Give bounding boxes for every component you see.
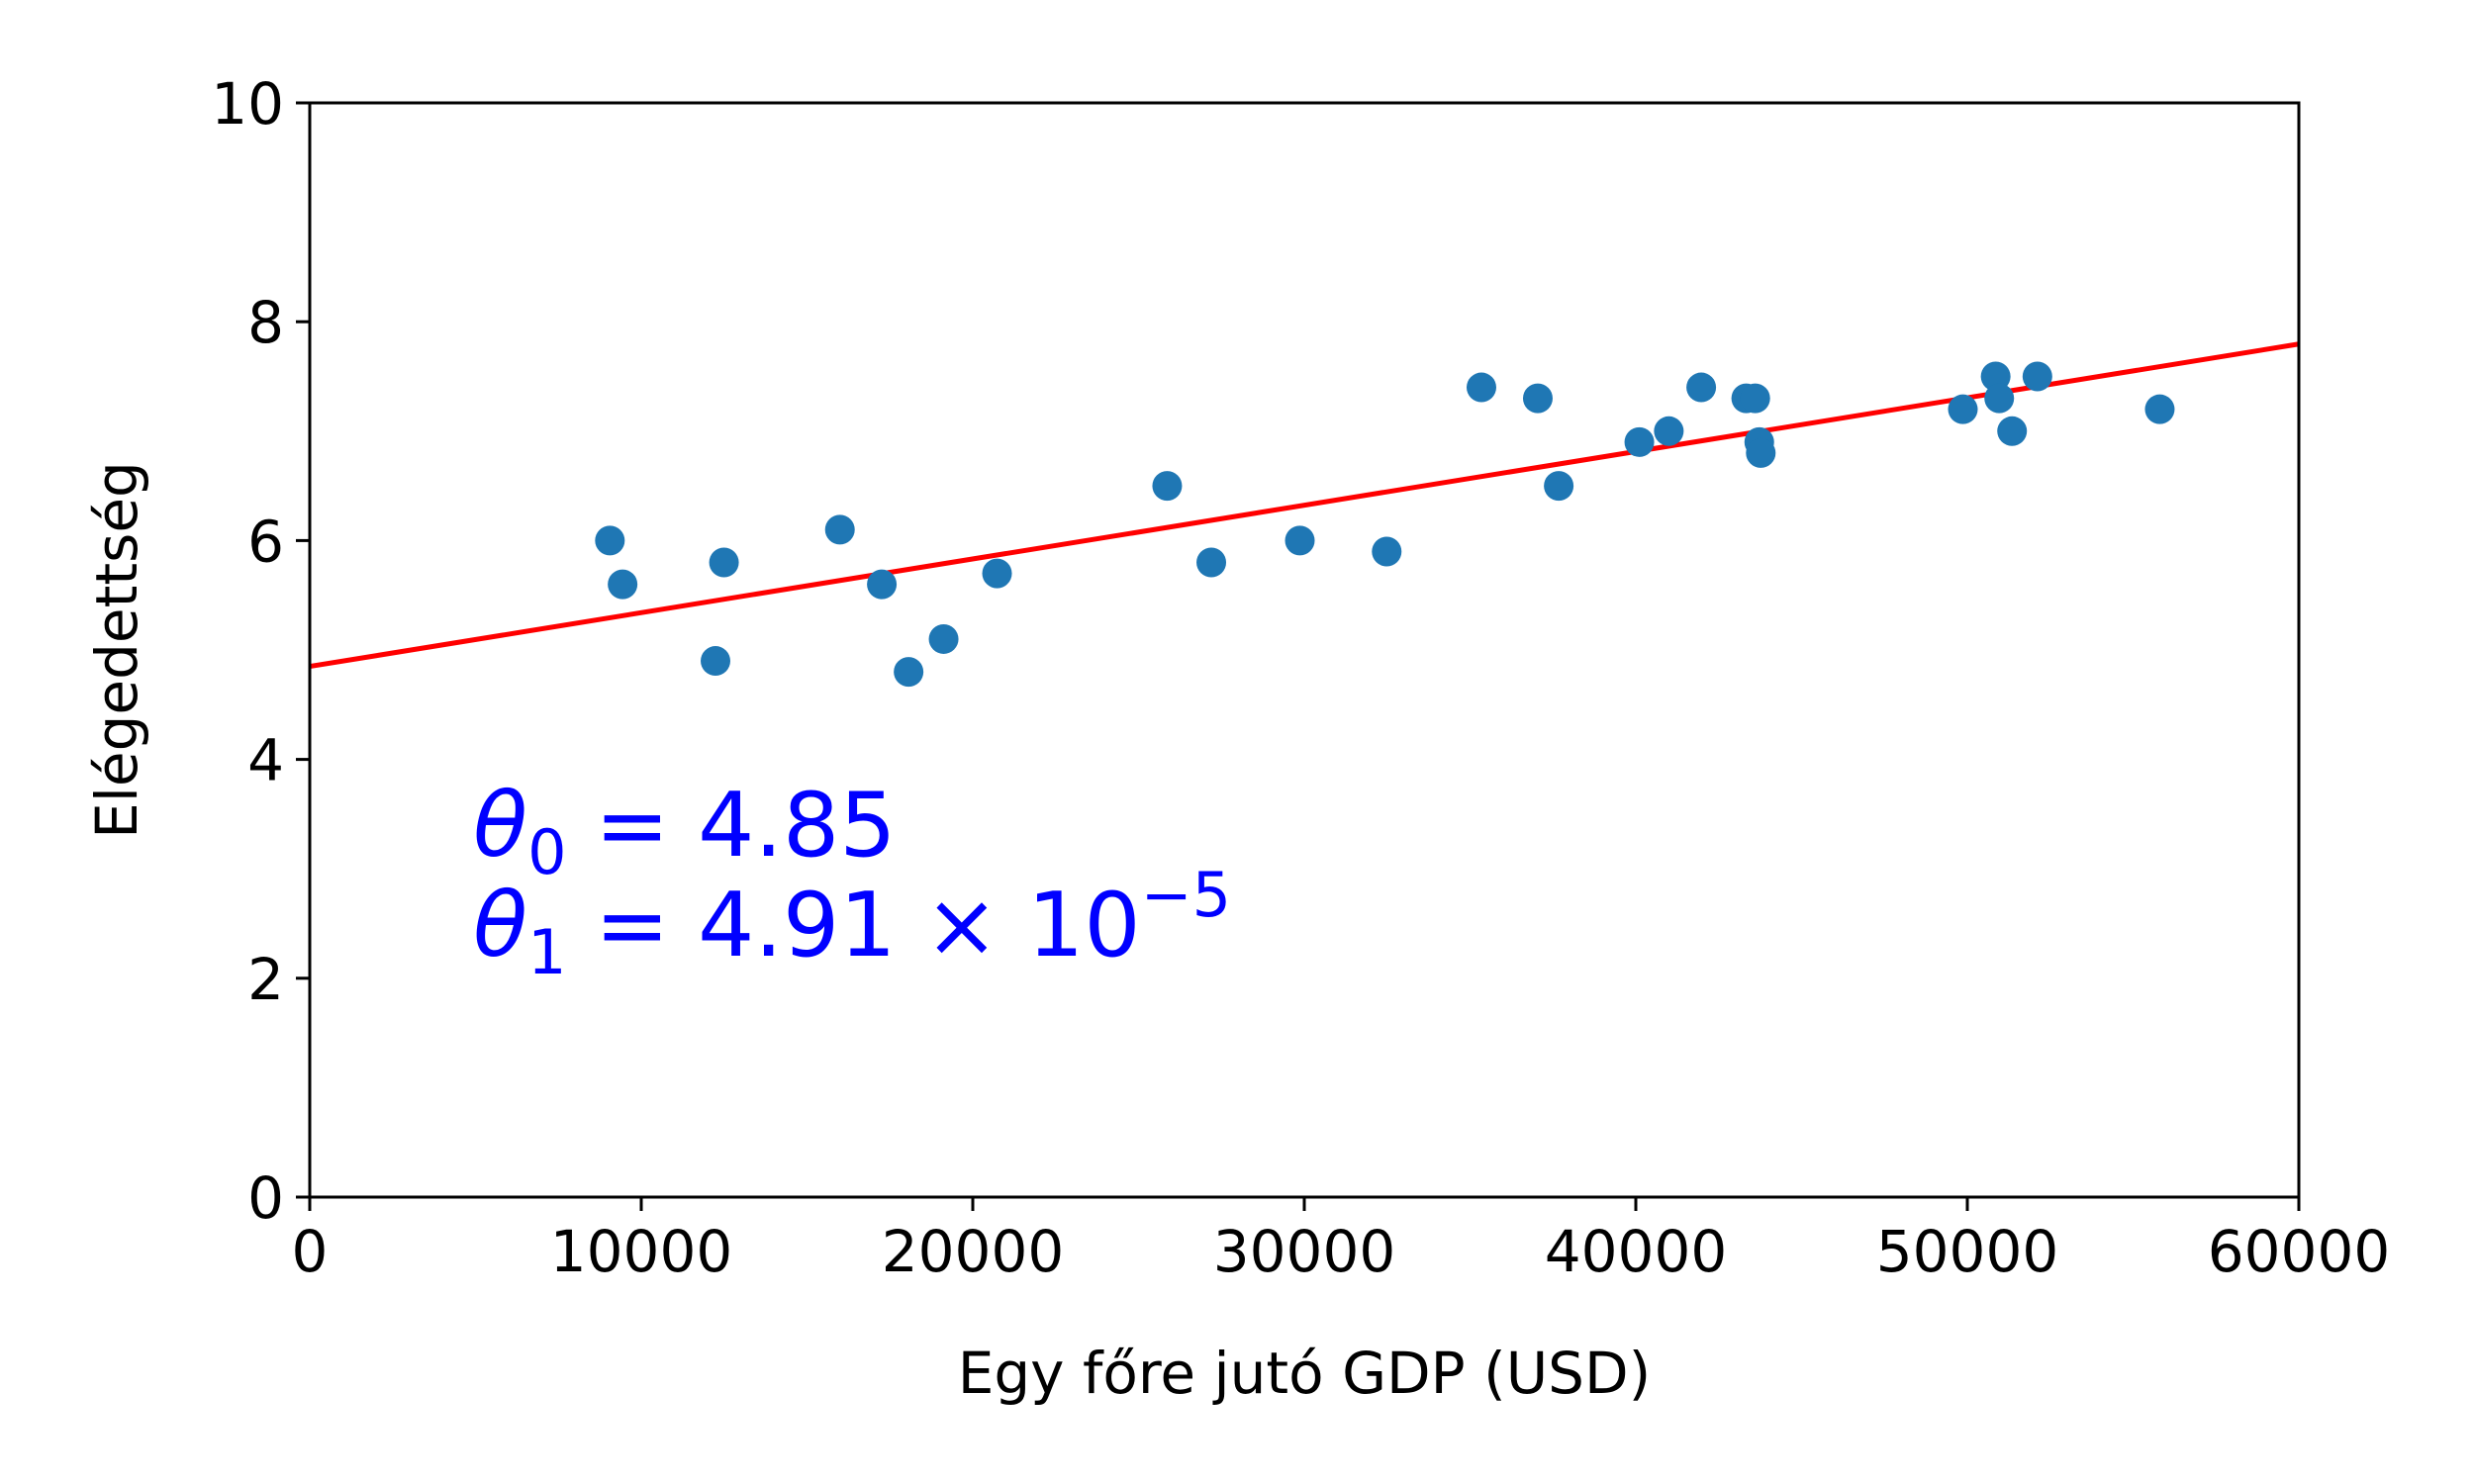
data-point: [1997, 416, 2028, 446]
data-point: [709, 547, 739, 578]
data-point: [894, 657, 924, 688]
data-point: [608, 569, 638, 600]
x-tick-label: 20000: [882, 1218, 1065, 1285]
y-tick-label: 8: [247, 289, 284, 356]
data-point: [1522, 383, 1553, 414]
plot-area: [310, 103, 2299, 1197]
data-point: [1948, 394, 1978, 424]
x-axis-ticks: 0 10000 20000 30000 40000 50000 60000: [292, 1197, 2391, 1285]
data-point: [1285, 525, 1315, 556]
x-tick-label: 30000: [1213, 1218, 1396, 1285]
data-point: [1654, 416, 1684, 446]
data-point: [867, 569, 898, 600]
data-point: [1740, 383, 1770, 414]
x-tick-label: 0: [292, 1218, 329, 1285]
data-point: [595, 525, 625, 556]
data-point: [1372, 536, 1402, 567]
data-marks: [309, 341, 2300, 688]
theta0-annotation: θ0 = 4.85: [473, 774, 897, 888]
data-point: [1980, 361, 2011, 392]
data-point: [982, 558, 1012, 589]
data-point: [1746, 437, 1776, 468]
y-axis-label: Elégedettség: [83, 461, 150, 839]
y-tick-label: 2: [247, 946, 284, 1013]
data-point: [1544, 471, 1574, 502]
data-point: [1686, 372, 1717, 403]
data-point: [928, 623, 959, 654]
y-tick-label: 6: [247, 508, 284, 575]
data-point: [1624, 426, 1655, 457]
data-point: [1196, 547, 1227, 578]
theta1-annotation: θ1 = 4.91 × 10−5: [473, 859, 1231, 988]
data-point: [824, 514, 855, 545]
x-tick-label: 40000: [1545, 1218, 1728, 1285]
x-tick-label: 10000: [550, 1218, 733, 1285]
data-point: [701, 646, 731, 677]
y-axis-ticks: 0 2 4 6 8 10: [211, 70, 310, 1232]
data-point: [2022, 361, 2052, 392]
data-point: [1984, 383, 2015, 414]
y-tick-label: 10: [211, 70, 284, 138]
data-point: [1466, 372, 1496, 403]
data-point: [1152, 471, 1183, 502]
x-tick-label: 60000: [2208, 1218, 2391, 1285]
x-tick-label: 50000: [1876, 1218, 2059, 1285]
y-tick-label: 4: [247, 727, 284, 794]
y-tick-label: 0: [247, 1164, 284, 1232]
data-point: [2144, 394, 2175, 424]
x-axis-label: Egy főre jutó GDP (USD): [958, 1340, 1652, 1407]
parameter-annotation: θ0 = 4.85 θ1 = 4.91 × 10−5: [473, 774, 1231, 988]
